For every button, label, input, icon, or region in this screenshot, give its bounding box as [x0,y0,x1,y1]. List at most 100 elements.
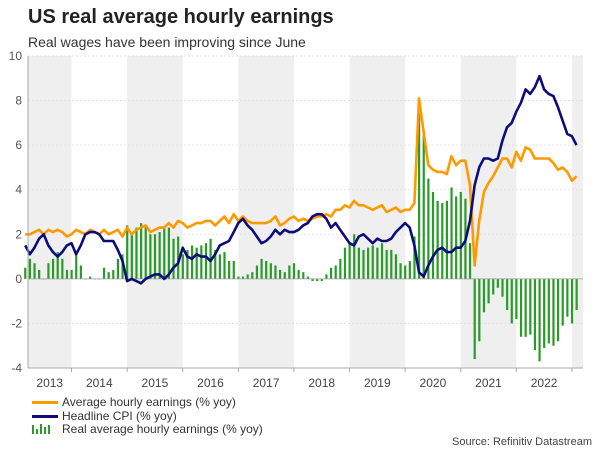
y-tick-label: 6 [15,138,22,152]
real-earnings-bar [515,278,518,319]
real-earnings-bar [385,249,388,279]
chart-title: US real average hourly earnings [28,6,334,28]
real-earnings-bar [288,265,291,279]
real-earnings-bar [376,247,379,279]
real-earnings-bar [302,272,305,279]
real-earnings-bar [116,258,120,279]
legend-item-real: Real average hourly earnings (% yoy) [32,422,263,436]
real-earnings-bar [283,272,286,279]
real-earnings-bar [441,203,444,279]
year-band [460,56,517,368]
real-earnings-bar [450,187,453,279]
x-tick-labels: 2013 2014 2015 2016 2017 2018 2019 2020 2021 2022 [36,376,557,390]
legend-label: Headline CPI (% yoy) [62,409,177,423]
real-earnings-bar [339,258,342,279]
real-earnings-bar [255,265,259,279]
real-earnings-bar [399,263,402,279]
real-earnings-bar [232,261,235,279]
real-earnings-bar [348,243,351,279]
real-earnings-bar [538,278,541,362]
legend-label: Average hourly earnings (% yoy) [62,395,236,409]
year-bands [28,56,583,368]
year-band [127,56,183,368]
series-lines [24,74,578,285]
year-band [571,56,583,368]
real-earnings-bar [468,243,472,279]
real-earnings-bar [501,278,504,297]
real-earnings-bar [140,223,143,279]
real-earnings-bar [292,263,296,279]
real-earnings-bar [445,200,448,279]
real-earnings-bar [306,276,309,279]
x-tick-label: 2019 [364,376,391,390]
real-earnings-bar [56,252,59,279]
real-earnings-bar [237,276,240,279]
real-earnings-bar [24,267,27,279]
year-band [238,56,294,368]
real-earnings-bar [195,247,198,279]
real-earnings-bar [418,113,421,279]
real-earnings-bar [524,278,527,337]
real-earnings-bar [566,278,569,317]
real-earnings-bar [390,249,393,279]
real-earnings-bar [510,278,513,324]
real-earnings-bar [144,225,147,279]
real-earnings-bar [506,278,509,311]
real-earnings-bar [459,191,462,279]
real-earnings-bar [557,278,560,342]
real-earnings-bar [329,267,333,279]
y-tick-label: 10 [9,49,23,63]
legend-item-cpi: Headline CPI (% yoy) [32,409,177,423]
real-earnings-bar [492,278,495,295]
real-earnings-bar [533,278,537,351]
real-earnings-bar [153,234,157,279]
y-tick-label: 0 [15,272,22,286]
real-earnings-bar [552,278,555,346]
real-earnings-bar [311,278,314,282]
real-earnings-bar [496,278,499,288]
real-earnings-bar [228,261,231,279]
real-earnings-bar [362,249,365,279]
real-earnings-bar [265,261,268,279]
real-earnings-bar [357,247,360,279]
real-earnings-bar [473,278,476,360]
real-earnings-bar [353,234,356,279]
real-earnings-bar [436,200,439,279]
y-tick-labels: 10 8 6 4 2 0 -2 -4 [9,49,23,375]
real-earnings-bar [177,236,180,279]
y-tick-label: -2 [11,316,22,330]
real-earnings-bar [158,232,161,279]
real-earnings-bar [112,269,115,279]
real-earnings-bar [543,278,546,348]
real-earnings-bar [79,265,82,279]
real-earnings-bar [413,236,416,279]
year-band [349,56,406,368]
x-tick-label: 2013 [36,376,63,390]
y-tick-label: -4 [11,361,22,375]
real-earnings-bar [181,254,184,279]
real-earnings-bar [75,254,78,279]
legend-item-ahe: Average hourly earnings (% yoy) [32,395,236,409]
real-earnings-bar [167,227,170,279]
real-earnings-bar [343,247,347,279]
real-earnings-bar [269,263,272,279]
real-earnings-bar [172,238,175,279]
chart-subtitle: Real wages have been improving since Jun… [28,34,306,50]
real-earnings-bar [223,252,226,279]
real-earnings-bar [478,278,481,342]
real-earnings-bar [65,269,69,279]
real-earnings-bar [218,254,221,279]
real-earnings-bar [561,278,564,326]
real-earnings-bar [107,272,110,279]
axes [27,56,583,372]
real-earnings-bar [102,267,106,279]
real-earnings-bar [70,269,73,279]
x-tick-label: 2022 [531,376,558,390]
real-earnings-bar [316,278,319,282]
real-earnings-bar [130,234,133,279]
year-band [28,56,72,368]
legend-swatch-navy-line [32,414,58,418]
x-tick-label: 2017 [253,376,280,390]
real-earnings-bar [371,245,374,279]
